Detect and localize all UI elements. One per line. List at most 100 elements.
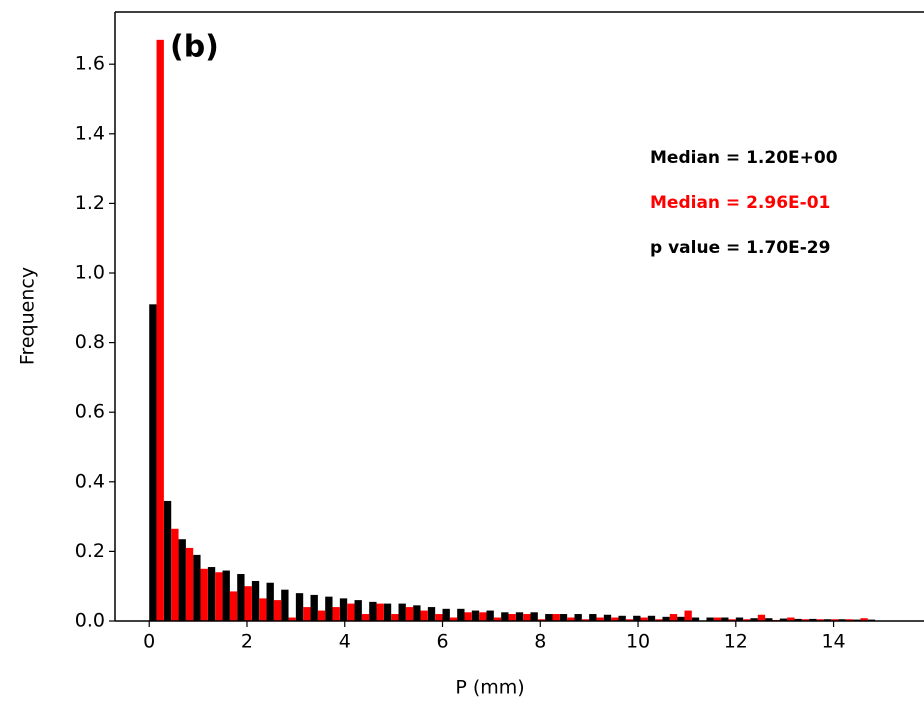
bar [200, 568, 208, 621]
bar [215, 572, 223, 621]
bar [809, 618, 817, 621]
bar [288, 617, 296, 621]
bar [611, 617, 619, 621]
annotation: p value = 1.70E-29 [650, 238, 830, 258]
bar [383, 603, 392, 621]
bar [625, 619, 634, 621]
x-axis-label: P (mm) [455, 677, 524, 699]
bar [508, 614, 516, 621]
bar [559, 614, 568, 621]
bar [464, 612, 472, 621]
bar [501, 612, 509, 621]
y-tick-label: 1.2 [75, 192, 105, 214]
bar [310, 594, 318, 621]
bar [222, 570, 230, 621]
bar [823, 619, 832, 621]
bar [721, 617, 729, 621]
bar [427, 607, 436, 621]
bar [545, 614, 553, 621]
annotation: Median = 2.96E-01 [650, 193, 830, 213]
bar [838, 619, 846, 621]
bar [479, 612, 487, 621]
x-tick-label: 14 [821, 631, 845, 653]
bar [237, 574, 245, 621]
bar [244, 586, 252, 621]
bar [493, 617, 502, 621]
bar [266, 582, 274, 621]
bar [655, 619, 663, 621]
bar [413, 605, 421, 621]
bar [369, 601, 377, 621]
bar [435, 614, 443, 621]
y-tick-label: 0.2 [75, 540, 105, 562]
bar [457, 608, 465, 621]
bar [537, 619, 546, 621]
bar [149, 304, 157, 621]
bar [530, 612, 538, 621]
bar [603, 614, 612, 621]
bar [317, 610, 326, 621]
bar [845, 619, 854, 621]
bar [713, 617, 722, 621]
bar [515, 612, 524, 621]
bar [405, 607, 414, 621]
bar [332, 607, 340, 621]
bar [677, 616, 685, 621]
bar [442, 608, 450, 621]
bar [596, 617, 604, 621]
bar [757, 614, 766, 621]
bar [185, 547, 194, 621]
bar [831, 619, 839, 621]
bar [618, 615, 626, 621]
bar [860, 618, 868, 621]
y-tick-label: 0.6 [75, 401, 105, 423]
bar [567, 617, 575, 621]
bar [178, 539, 186, 621]
bar [398, 603, 406, 621]
bar [581, 619, 590, 621]
bar [361, 614, 370, 621]
bar [193, 554, 201, 621]
y-tick-label: 1.4 [75, 122, 105, 144]
bar [647, 615, 656, 621]
bar [728, 619, 736, 621]
bar [251, 580, 260, 621]
bar [787, 617, 795, 621]
bar [449, 617, 458, 621]
x-tick-label: 6 [436, 631, 448, 653]
panel-label: (b) [170, 30, 219, 65]
bar [339, 598, 348, 621]
x-tick-label: 0 [143, 631, 155, 653]
bar [735, 617, 744, 621]
x-tick-label: 10 [626, 631, 650, 653]
bar [633, 615, 641, 621]
bar [171, 528, 179, 621]
bar [273, 600, 282, 621]
bar [420, 610, 428, 621]
bar [259, 598, 267, 621]
bar [684, 610, 692, 621]
x-tick-label: 8 [534, 631, 546, 653]
bar [706, 617, 714, 621]
bar [325, 596, 333, 621]
bar [816, 619, 824, 621]
bar [281, 589, 289, 621]
bar [589, 614, 597, 621]
bar [743, 619, 751, 621]
bar [523, 614, 531, 621]
bar [574, 614, 582, 621]
bar [391, 614, 399, 621]
x-tick-label: 12 [724, 631, 748, 653]
bar [669, 614, 678, 621]
y-axis-label: Frequency [17, 267, 39, 365]
y-tick-label: 1.0 [75, 262, 105, 284]
bar [801, 619, 810, 621]
bar [207, 567, 216, 621]
bar [750, 618, 758, 621]
bar [163, 500, 172, 621]
bar [662, 616, 670, 621]
bar [376, 603, 384, 621]
y-tick-label: 0.4 [75, 470, 105, 492]
y-tick-label: 1.6 [75, 53, 105, 75]
bar [295, 593, 304, 621]
